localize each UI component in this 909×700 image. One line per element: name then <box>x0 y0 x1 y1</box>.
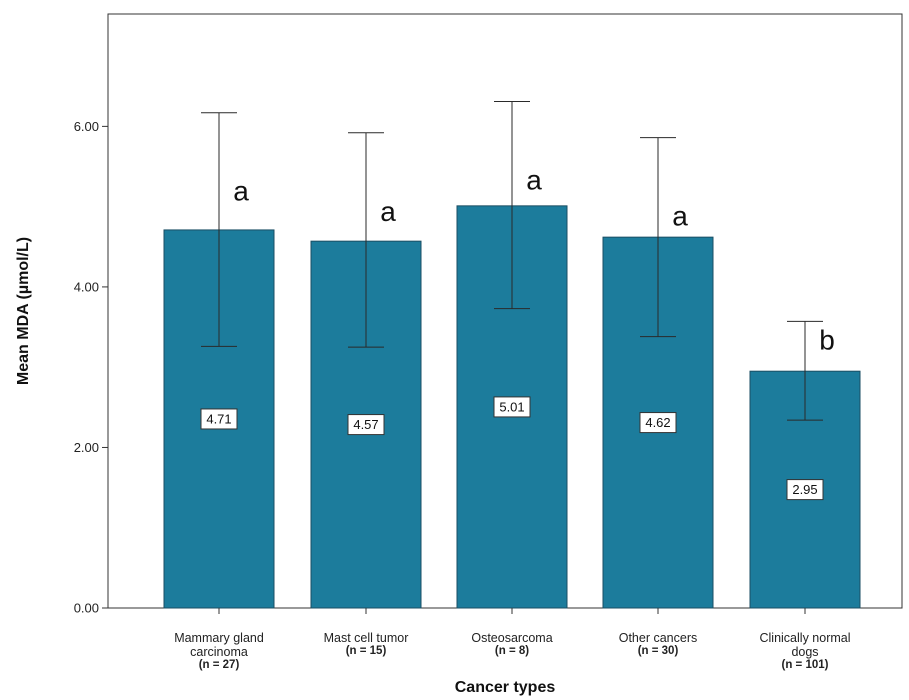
x-category-label: Mammary gland <box>174 631 264 645</box>
significance-letters-group: a a a a b <box>233 164 835 355</box>
x-sample-size-label: (n = 8) <box>495 645 529 657</box>
significance-letter: a <box>380 196 396 227</box>
y-axis-title: Mean MDA (µmol/L) <box>15 237 32 385</box>
x-category-label: dogs <box>791 645 818 659</box>
value-label-box <box>786 479 824 501</box>
y-tick-label: 6.00 <box>74 119 99 134</box>
value-label-box <box>639 412 677 434</box>
value-label-box <box>493 396 531 418</box>
value-label: 2.95 <box>792 482 817 497</box>
significance-letter: a <box>526 164 542 195</box>
x-sample-size-label: (n = 30) <box>638 645 679 657</box>
value-label: 5.01 <box>499 399 524 414</box>
y-tick-label: 0.00 <box>74 601 99 616</box>
x-axis-title: Cancer types <box>455 679 556 696</box>
y-axis: 0.00 2.00 4.00 6.00 <box>74 119 108 616</box>
value-label: 4.62 <box>645 415 670 430</box>
value-label-box <box>347 414 385 436</box>
x-category-label: Other cancers <box>619 631 698 645</box>
value-labels-group: 4.71 4.57 5.01 4.62 2.95 <box>200 396 824 501</box>
x-category-label: Osteosarcoma <box>471 631 552 645</box>
error-bars-group <box>201 100 823 421</box>
value-label: 4.71 <box>206 411 231 426</box>
significance-letter: a <box>672 201 688 232</box>
value-label: 4.57 <box>353 417 378 432</box>
value-label-box <box>200 408 238 430</box>
x-category-label: Clinically normal <box>760 631 851 645</box>
x-sample-size-label: (n = 15) <box>346 645 387 657</box>
x-sample-size-label: (n = 27) <box>199 659 240 671</box>
x-category-label: carcinoma <box>190 645 248 659</box>
y-tick-label: 2.00 <box>74 440 99 455</box>
x-sample-size-label: (n = 101) <box>782 659 829 671</box>
y-tick-label: 4.00 <box>74 279 99 294</box>
significance-letter: b <box>819 324 835 355</box>
significance-letter: a <box>233 176 249 207</box>
x-category-label: Mast cell tumor <box>324 631 409 645</box>
